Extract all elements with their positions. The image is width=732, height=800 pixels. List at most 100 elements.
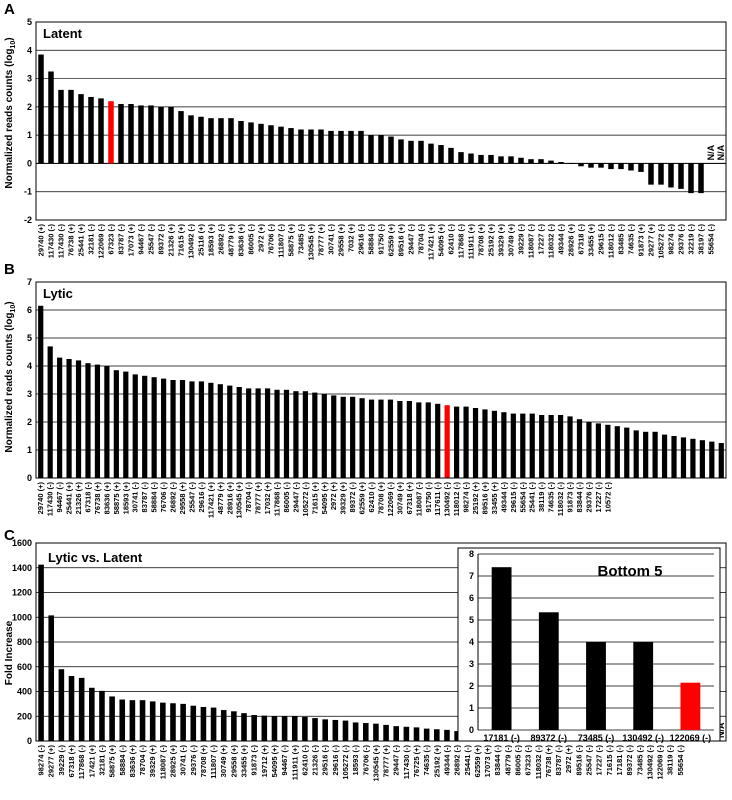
panel-c-bar — [129, 700, 136, 741]
panel-a-bar — [638, 163, 644, 172]
panel-c-bar — [58, 669, 65, 741]
panel-a-bar — [488, 154, 494, 164]
panel-a-xtick-label: 71615 (+) — [177, 224, 186, 257]
panel-c-xtick-label: 78704 (-) — [138, 745, 147, 776]
panel-b-xtick-label: 105272 (-) — [301, 482, 310, 517]
panel-b-xtick-label: 130492 (-) — [443, 482, 452, 517]
panel-c-na-label: N/A — [716, 722, 726, 738]
panel-a-xtick-label: 29615 (-) — [597, 224, 606, 255]
panel-b-bar — [435, 403, 441, 478]
panel-a-ytick-label: 5 — [27, 17, 32, 27]
panel-b-bar — [633, 430, 639, 478]
panel-c-bar — [38, 564, 44, 741]
panel-b-bar — [38, 305, 44, 478]
panel-c-xtick-label: 86005 (-) — [513, 745, 522, 776]
panel-b-xtick-label: 29615 (-) — [509, 482, 518, 513]
panel-a-xtick-label: 39229 (-) — [517, 224, 526, 255]
panel-c-xtick-label: 117868 (-) — [77, 745, 86, 780]
inset-ytick-label: 6 — [469, 593, 474, 603]
panel-b-bar — [491, 410, 498, 478]
panel-c-xtick-label: 62559 (+) — [473, 745, 482, 778]
panel-a-xtick-label: 25192 (+) — [487, 224, 496, 257]
panel-a-xtick-label: 39329 (+) — [497, 224, 506, 257]
panel-a-xtick-label: 76738 (+) — [67, 224, 76, 257]
inset-bar — [491, 567, 512, 730]
panel-a-bar — [228, 118, 234, 164]
panel-c-xtick-label: 111807 (-) — [209, 745, 218, 779]
panel-c-xtick-label: 58884 (-) — [118, 745, 127, 776]
inset-ytick-label: 8 — [469, 549, 474, 559]
panel-a-bar — [88, 96, 94, 164]
panel-c-bar — [241, 713, 247, 741]
panel-a-xtick-label: 89516 (+) — [397, 224, 406, 257]
panel-a-xtick-label: 55654 (-) — [707, 224, 716, 255]
panel-c-bar — [190, 705, 197, 741]
panel-b-bar — [179, 380, 186, 478]
panel-c-bar — [170, 703, 176, 741]
panel-c-xtick-label: 54095 (+) — [270, 745, 279, 778]
panel-b-xtick-label: 130545 (+) — [235, 482, 244, 519]
panel-a-bar — [428, 143, 434, 164]
panel-c-label: C — [4, 527, 15, 544]
panel-a-bar — [528, 159, 534, 164]
inset-ytick-label: 7 — [469, 571, 474, 581]
panel-c-xtick-label: 39229 (-) — [57, 745, 66, 776]
panel-a-bar — [588, 163, 594, 168]
panel-b-bar — [151, 377, 157, 478]
panel-c-xtick-label: 74635 (-) — [422, 745, 431, 776]
panel-b-bar — [520, 413, 526, 478]
panel-b-ytick-label: 3 — [27, 389, 32, 399]
panel-c-xtick-label: 58875 (+) — [108, 745, 117, 778]
panel-b-xtick-label: 83787 (-) — [140, 482, 149, 513]
inset-title: Bottom 5 — [598, 563, 663, 580]
panel-b-bar — [302, 391, 308, 478]
panel-c-bar — [383, 724, 389, 741]
panel-b-bar — [548, 415, 554, 478]
panel-a-xtick-label: 117430 (-) — [57, 224, 66, 259]
panel-c-xtick-label: 29616 (-) — [331, 745, 340, 776]
panel-b-ytick-label: 1 — [27, 445, 32, 455]
panel-c-xtick-label: 94467 (-) — [280, 745, 289, 776]
panel-b-xtick-label: 29447 (-) — [291, 482, 300, 513]
panel-c-bar — [342, 720, 349, 741]
panel-a-bar — [368, 135, 374, 164]
inset-bar — [633, 642, 654, 730]
panel-a-xtick-label: 118087 (-) — [527, 224, 536, 259]
panel-b-bar — [539, 415, 545, 478]
panel-a-bar — [448, 147, 454, 164]
panel-a-bar — [658, 163, 664, 185]
panel-c-ytick-label: 200 — [17, 711, 32, 721]
panel-a-title: Latent — [43, 26, 83, 41]
panel-a-xtick-label: 58884 (-) — [367, 224, 376, 255]
panel-c-bar — [119, 699, 126, 741]
panel-a-bar — [298, 129, 304, 164]
panel-b-bar — [331, 395, 337, 478]
panel-c-xtick-label: 29277 (+) — [47, 745, 56, 778]
panel-b-xtick-label: 76706 (-) — [159, 482, 168, 513]
panel-b-xtick-label: 2972 (+) — [329, 482, 338, 511]
panel-b-xtick-label: 54095 (+) — [320, 482, 329, 515]
panel-a-bar — [418, 140, 424, 164]
panel-b-bar — [189, 381, 195, 478]
panel-c-xtick-label: 29558 (+) — [229, 745, 238, 778]
panel-c-bar — [99, 690, 105, 741]
panel-c-bar — [434, 729, 440, 741]
panel-a-xtick-label: 29447 (-) — [407, 224, 416, 255]
panel-c-bar — [180, 703, 186, 741]
panel-c-bar — [332, 719, 339, 741]
panel-b-xtick-label: 25441 (-) — [528, 482, 537, 513]
panel-c-xtick-label: 17073 (+) — [483, 745, 492, 778]
panel-c-xtick-label: 29376 (-) — [189, 745, 198, 776]
panel-a-xtick-label: 83787 (-) — [117, 224, 126, 255]
panel-a-bar — [208, 118, 214, 164]
panel-b-xtick-label: 58884 (-) — [150, 482, 159, 513]
panel-a-xtick-label: 18593 (+) — [207, 224, 216, 257]
panel-c-xtick-label: 117430 (-) — [402, 745, 411, 780]
panel-b-xtick-label: 62559 (+) — [358, 482, 367, 515]
panel-b-bar — [208, 382, 214, 478]
panel-c-xtick-label: 48779 (-) — [503, 745, 512, 776]
panel-a-ylabel: Normalized reads counts (log10) — [4, 37, 17, 188]
panel-c-bar — [271, 716, 278, 741]
panel-b-bar — [236, 387, 242, 478]
inset-xtick-label: 17181 (-) — [483, 733, 520, 743]
